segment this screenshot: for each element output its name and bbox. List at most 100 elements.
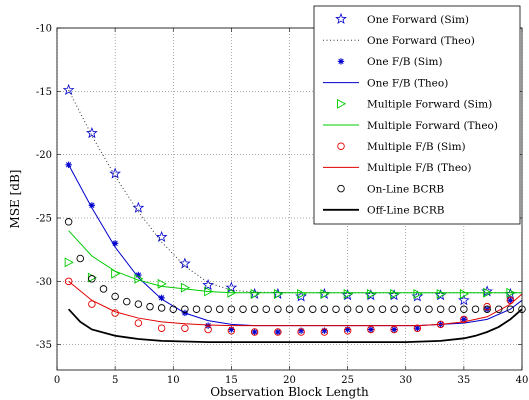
data-point [343,326,352,335]
legend-label: One F/B (Theo) [367,77,448,89]
x-tick-label: 35 [458,375,471,386]
legend-swatch [337,58,345,65]
legend-item: Multiple F/B (Theo) [323,162,471,174]
y-axis-label: MSE [dB] [8,170,22,229]
legend: One Forward (Sim) One Forward (Theo) One F… [313,5,521,225]
data-point [413,289,423,299]
legend-box [313,5,521,225]
data-point [227,305,236,313]
data-point [460,305,468,313]
series-layer [62,83,526,344]
data-point [320,305,329,313]
data-point [285,305,294,313]
legend-swatch [337,184,345,193]
data-point [180,282,191,293]
data-point [471,305,480,313]
data-point [204,305,212,313]
legend-item: Multiple Forward (Sim) [337,99,492,111]
series-line [68,230,522,294]
legend-label: Multiple F/B (Theo) [367,162,471,174]
legend-label: One F/B (Sim) [367,56,443,68]
x-tick-label: 0 [54,375,60,386]
data-point [132,201,145,213]
data-point [507,297,514,304]
y-tick-label: -35 [36,340,52,351]
legend-label: Multiple Forward (Sim) [367,99,492,111]
series-on-line-bcrb [64,218,526,313]
asterisk-stroke [338,58,344,65]
legend-label: Off-Line BCRB [367,205,445,217]
data-point [506,305,515,313]
series-line [68,89,522,294]
data-point [251,328,258,336]
data-point [332,305,340,313]
data-point [134,319,143,327]
legend-label: One Forward (Theo) [367,35,475,47]
legend-label: Multiple F/B (Sim) [367,141,466,153]
x-tick-label: 30 [399,375,412,386]
data-point [355,305,364,313]
data-point [367,326,375,333]
data-point [86,126,98,139]
data-point [320,328,329,336]
data-point [109,167,121,179]
data-point [413,305,422,313]
y-tick-label: -25 [36,214,52,225]
data-point [88,275,96,283]
data-point [225,281,238,293]
asterisk-stroke [158,295,165,301]
data-point [297,289,307,299]
legend-item: Multiple F/B (Sim) [337,141,466,153]
series-multiple-f-b-theo [68,280,523,327]
legend-label: Multiple Forward (Theo) [367,120,498,132]
legend-label: On-Line BCRB [367,183,444,195]
plot-frame [56,27,523,371]
series-multiple-forward-theo [68,230,522,294]
data-point [239,305,247,313]
legend-item: On-Line BCRB [337,183,444,195]
data-point [157,324,166,332]
data-point [155,230,168,242]
data-point [483,305,491,313]
data-point [320,289,330,299]
data-point [413,324,422,332]
data-point [390,305,398,313]
data-point [76,254,84,263]
data-point [343,289,353,299]
asterisk-stroke [507,297,514,303]
data-point [274,305,282,313]
data-point [181,324,189,332]
data-point [215,305,224,313]
data-point [495,305,503,313]
data-point [64,218,73,226]
legend-item: One F/B (Theo) [323,77,448,89]
data-point [146,302,154,311]
legend-item: One F/B (Sim) [337,56,443,68]
axis-ticks: 0 5 10 15 20 25 30 35 40 -35 -30 -25 -20 -15 -10 [36,24,528,387]
series-line [67,308,523,344]
data-point [122,297,131,306]
data-point [250,328,259,336]
data-point [262,305,271,313]
data-point [157,304,166,312]
series-line [68,280,523,327]
data-point [202,278,214,291]
data-point [179,257,191,269]
data-point [343,305,352,313]
data-point [99,285,108,293]
y-tick-label: -20 [36,150,52,161]
data-point [436,289,446,299]
data-point [297,305,305,313]
asterisk-stroke [391,326,397,333]
data-point [134,300,143,308]
legend-item: Multiple Forward (Theo) [323,120,498,132]
data-point [64,257,74,268]
x-tick-label: 5 [112,375,118,386]
x-tick-label: 40 [516,375,529,386]
data-point [274,328,282,336]
y-tick-label: -30 [36,277,52,288]
x-tick-label: 25 [341,375,354,386]
asterisk-stroke [135,272,142,278]
data-point [378,305,387,313]
